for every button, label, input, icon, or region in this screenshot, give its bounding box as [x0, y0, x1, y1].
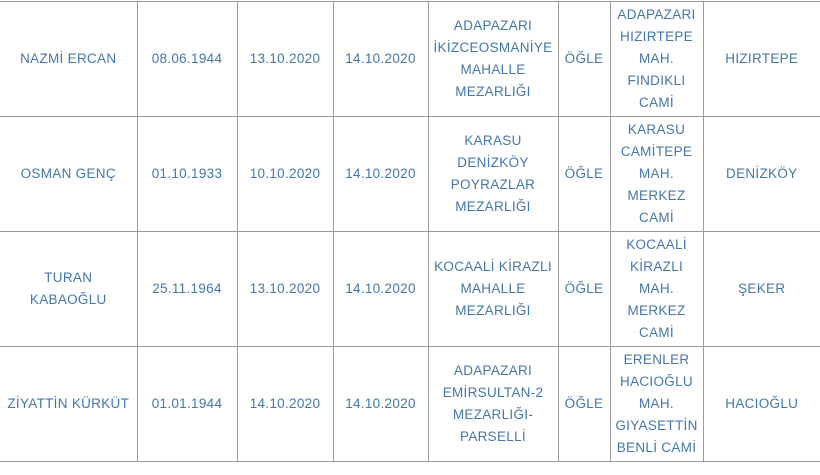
cell-mosque: ADAPAZARI HIZIRTEPE MAH. FINDIKLI CAMİ — [609, 1, 704, 117]
cell-deceased-name: OSMAN GENÇ — [0, 116, 138, 232]
cell-death-date: 10.10.2020 — [236, 116, 334, 232]
cell-birth-date: 01.10.1933 — [136, 116, 238, 232]
cell-mosque: KOCAALİ KİRAZLI MAH. MERKEZ CAMİ — [609, 231, 704, 347]
funeral-announcements-table: NAZMİ ERCAN 08.06.1944 13.10.2020 14.10.… — [0, 1, 820, 462]
cell-prayer-time: ÖĞLE — [557, 346, 611, 462]
cell-cemetery: KARASU DENİZKÖY POYRAZLAR MEZARLIĞI — [427, 116, 559, 232]
cell-prayer-time: ÖĞLE — [557, 116, 611, 232]
cell-cemetery: ADAPAZARI İKİZCEOSMANİYE MAHALLE MEZARLI… — [427, 1, 559, 117]
cell-prayer-time: ÖĞLE — [557, 231, 611, 347]
cell-birth-date: 08.06.1944 — [136, 1, 238, 117]
table-row: ZİYATTİN KÜRKÜT 01.01.1944 14.10.2020 14… — [0, 346, 820, 462]
cell-death-date: 13.10.2020 — [236, 231, 334, 347]
cell-cemetery: KOCAALİ KİRAZLI MAHALLE MEZARLIĞI — [427, 231, 559, 347]
cell-burial-date: 14.10.2020 — [332, 346, 429, 462]
cell-burial-date: 14.10.2020 — [332, 1, 429, 117]
cell-neighborhood: ŞEKER — [702, 231, 820, 347]
cell-burial-date: 14.10.2020 — [332, 116, 429, 232]
cell-deceased-name: NAZMİ ERCAN — [0, 1, 138, 117]
cell-mosque: KARASU CAMİTEPE MAH. MERKEZ CAMİ — [609, 116, 704, 232]
cell-birth-date: 25.11.1964 — [136, 231, 238, 347]
table-row: NAZMİ ERCAN 08.06.1944 13.10.2020 14.10.… — [0, 1, 820, 117]
cell-birth-date: 01.01.1944 — [136, 346, 238, 462]
table-row: TURAN KABAOĞLU 25.11.1964 13.10.2020 14.… — [0, 231, 820, 347]
table-row: OSMAN GENÇ 01.10.1933 10.10.2020 14.10.2… — [0, 116, 820, 232]
cell-deceased-name: TURAN KABAOĞLU — [0, 231, 138, 347]
cell-burial-date: 14.10.2020 — [332, 231, 429, 347]
cell-prayer-time: ÖĞLE — [557, 1, 611, 117]
cell-mosque: ERENLER HACIOĞLU MAH. GIYASETTİN BENLİ C… — [609, 346, 704, 462]
cell-cemetery: ADAPAZARI EMİRSULTAN-2 MEZARLIĞI- PARSEL… — [427, 346, 559, 462]
cell-deceased-name: ZİYATTİN KÜRKÜT — [0, 346, 138, 462]
cell-neighborhood: HACIOĞLU — [702, 346, 820, 462]
cell-neighborhood: HIZIRTEPE — [702, 1, 820, 117]
cell-death-date: 13.10.2020 — [236, 1, 334, 117]
cell-death-date: 14.10.2020 — [236, 346, 334, 462]
cell-neighborhood: DENİZKÖY — [702, 116, 820, 232]
